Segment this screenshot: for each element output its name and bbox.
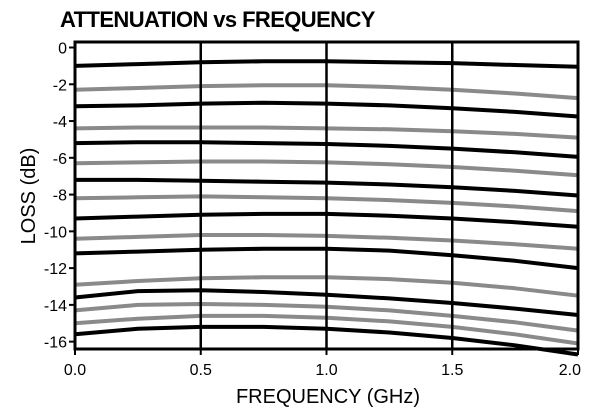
x-axis-label: FREQUENCY (GHz) [236,386,420,408]
x-tick-label: 1.5 [441,362,463,379]
x-tick-label: 0.0 [64,362,86,379]
y-tick-label: -4 [53,114,67,131]
y-tick-label: -6 [53,151,67,168]
chart-title: ATTENUATION vs FREQUENCY [60,7,376,32]
y-tick-label: -2 [53,77,67,94]
x-tick-label: 0.5 [190,362,212,379]
grid-layer [199,42,454,349]
ticks-layer: 0 -2 -4 -6 -8 -10 -12 -14 -16 0.0 0.5 1.0 1.5 2.0 [44,41,581,379]
x-tick-label: 2.0 [559,362,581,379]
y-tick-label: -8 [53,188,67,205]
y-tick-label: 0 [58,41,67,58]
y-axis-label: LOSS (dB) [18,148,40,245]
x-tick-label: 1.0 [315,362,337,379]
y-tick-label: -12 [44,261,67,278]
y-tick-label: -14 [44,298,67,315]
y-tick-label: -16 [44,335,67,352]
y-tick-label: -10 [44,224,67,241]
